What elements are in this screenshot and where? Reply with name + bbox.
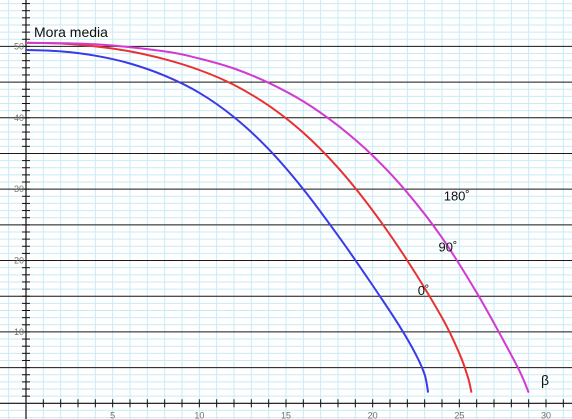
x-tick-label: 25 (454, 410, 464, 419)
x-tick-label: 20 (368, 410, 378, 419)
y-tick-label: 20 (14, 256, 24, 266)
series-line-1 (25, 41, 473, 393)
x-tick-label: 10 (194, 410, 204, 419)
x-tick-label: 5 (110, 410, 115, 419)
x-tick-label: 15 (281, 410, 291, 419)
y-axis-title: Mora media (34, 24, 108, 40)
x-tick-label: 30 (541, 410, 551, 419)
series-line-0 (25, 49, 430, 393)
series-label-1: 90˚ (439, 239, 458, 254)
x-axis-title: β (541, 372, 549, 388)
series-label-layer: 0˚ 90˚ 180˚ (418, 189, 470, 298)
x-axis-ticks: 5 10 15 20 25 30 (42, 399, 564, 419)
series-label-2: 180˚ (444, 189, 470, 204)
series-label-0: 0˚ (418, 283, 430, 298)
y-tick-label: 10 (14, 327, 24, 337)
y-tick-label: 50 (14, 41, 24, 51)
major-grid (0, 45, 572, 369)
series-layer (25, 41, 530, 393)
y-axis-ticks: 10 20 30 40 50 (14, 3, 30, 397)
series-line-2 (25, 41, 530, 393)
y-tick-label: 30 (14, 184, 24, 194)
y-tick-label: 40 (14, 113, 24, 123)
